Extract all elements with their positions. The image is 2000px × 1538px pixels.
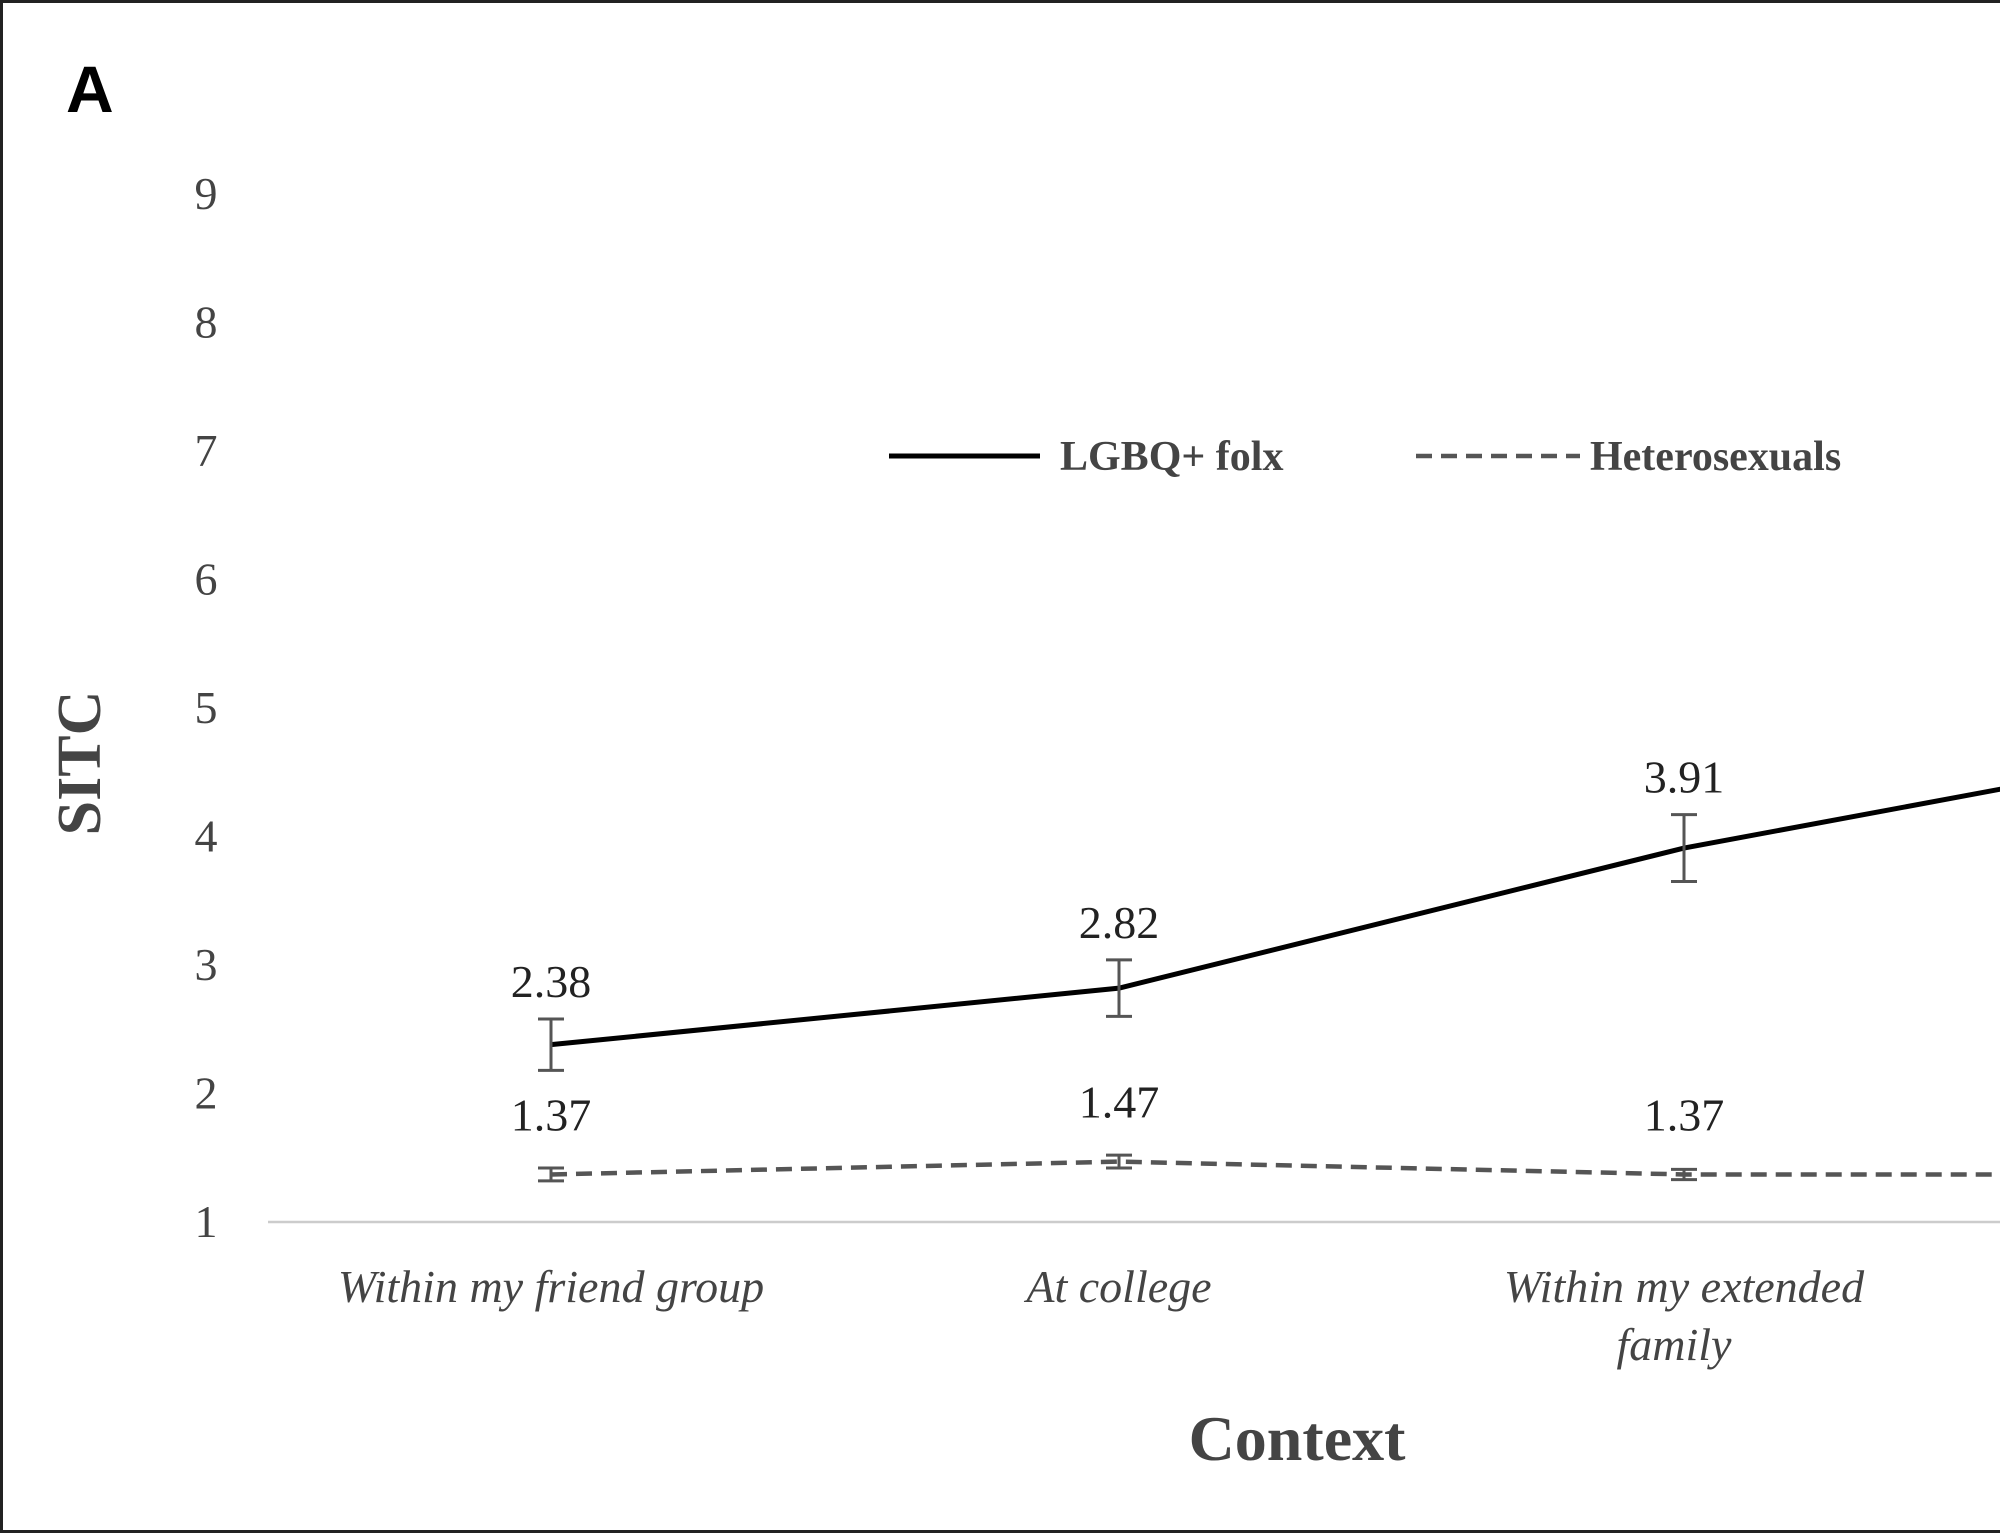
series-heterosexuals: 1.37 1.47 1.37	[511, 1077, 2000, 1183]
error-bar	[538, 1166, 564, 1183]
data-label: 2.82	[1079, 897, 1160, 948]
y-tick-label: 5	[195, 682, 218, 733]
data-label: 1.37	[1644, 1089, 1725, 1140]
y-tick-label: 9	[195, 168, 218, 219]
x-tick-label: Within my extended	[1504, 1261, 1865, 1312]
x-tick-label: At college	[1023, 1261, 1211, 1312]
y-tick-label: 1	[195, 1196, 218, 1247]
y-tick-label: 7	[195, 425, 218, 476]
x-axis-title: Context	[1189, 1403, 1407, 1474]
y-tick-label: 8	[195, 297, 218, 348]
series-line	[550, 786, 2000, 1048]
y-tick-label: 4	[195, 811, 218, 862]
x-tick-label: Within my friend group	[338, 1261, 764, 1312]
legend: LGBQ+ folx Heterosexuals	[889, 434, 1841, 480]
panel-label: A	[66, 52, 114, 126]
y-tick-label: 3	[195, 939, 218, 990]
x-tick-label: family	[1617, 1319, 1733, 1370]
series-line	[550, 1159, 2000, 1177]
data-label: 1.47	[1079, 1077, 1160, 1128]
error-bar	[1671, 813, 1697, 883]
error-bar	[1106, 1153, 1132, 1170]
data-label: 2.38	[511, 956, 592, 1007]
y-axis-title: SITC	[46, 691, 114, 836]
data-label: 3.91	[1644, 752, 1725, 803]
error-bar	[1106, 958, 1132, 1018]
error-bar	[538, 1017, 564, 1072]
error-bar	[1671, 1167, 1697, 1182]
legend-label-heterosexuals: Heterosexuals	[1590, 434, 1841, 480]
y-tick-label: 2	[195, 1068, 218, 1119]
data-label: 1.37	[511, 1089, 592, 1140]
legend-label-lgbq: LGBQ+ folx	[1060, 434, 1283, 480]
series-lgbq: 2.38 2.82 3.91	[511, 752, 2000, 1072]
y-tick-label: 6	[195, 554, 218, 605]
